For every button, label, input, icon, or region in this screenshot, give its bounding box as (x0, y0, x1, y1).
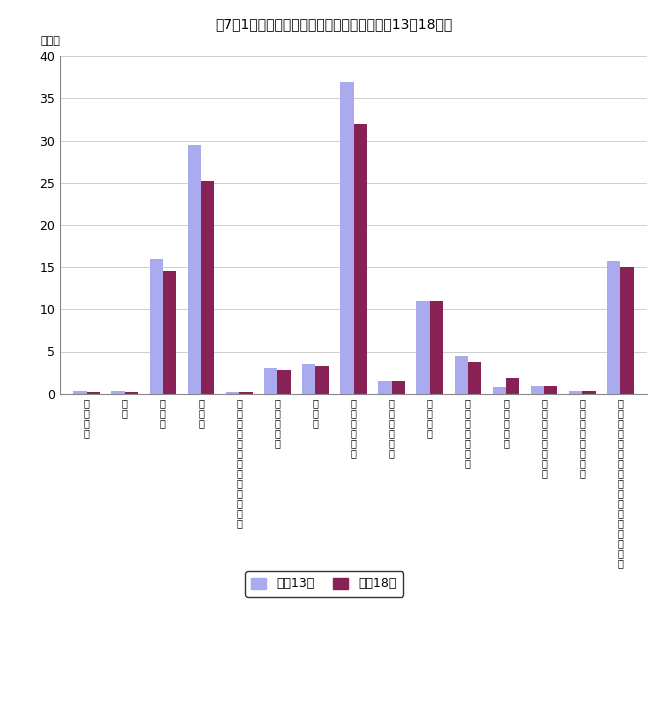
Bar (620, 267, 634, 394)
Bar (201, 181, 214, 394)
Bar (430, 301, 443, 394)
Bar (607, 262, 620, 394)
Text: 千企業: 千企業 (41, 36, 61, 46)
Bar (87, 392, 100, 394)
Bar (378, 381, 392, 394)
Bar (582, 391, 596, 394)
Bar (340, 82, 354, 394)
Bar (302, 364, 315, 394)
Bar (506, 378, 520, 394)
Bar (73, 391, 87, 394)
Bar (125, 392, 138, 394)
Bar (264, 368, 277, 394)
Bar (315, 366, 329, 394)
Text: 図7－1　企業産業（大分類）別企業数（平成13，18年）: 図7－1 企業産業（大分類）別企業数（平成13，18年） (215, 18, 452, 32)
Bar (392, 381, 405, 394)
Bar (226, 392, 239, 394)
Bar (149, 259, 163, 394)
Bar (163, 271, 176, 394)
Bar (531, 386, 544, 394)
Bar (454, 356, 468, 394)
Bar (239, 392, 253, 394)
Bar (354, 124, 367, 394)
Bar (544, 386, 558, 394)
Bar (569, 391, 582, 394)
Bar (111, 391, 125, 394)
Bar (277, 370, 291, 394)
Legend: 平成13年, 平成18年: 平成13年, 平成18年 (245, 571, 403, 597)
Bar (468, 361, 481, 394)
Bar (493, 387, 506, 394)
Bar (416, 301, 430, 394)
Bar (187, 145, 201, 394)
